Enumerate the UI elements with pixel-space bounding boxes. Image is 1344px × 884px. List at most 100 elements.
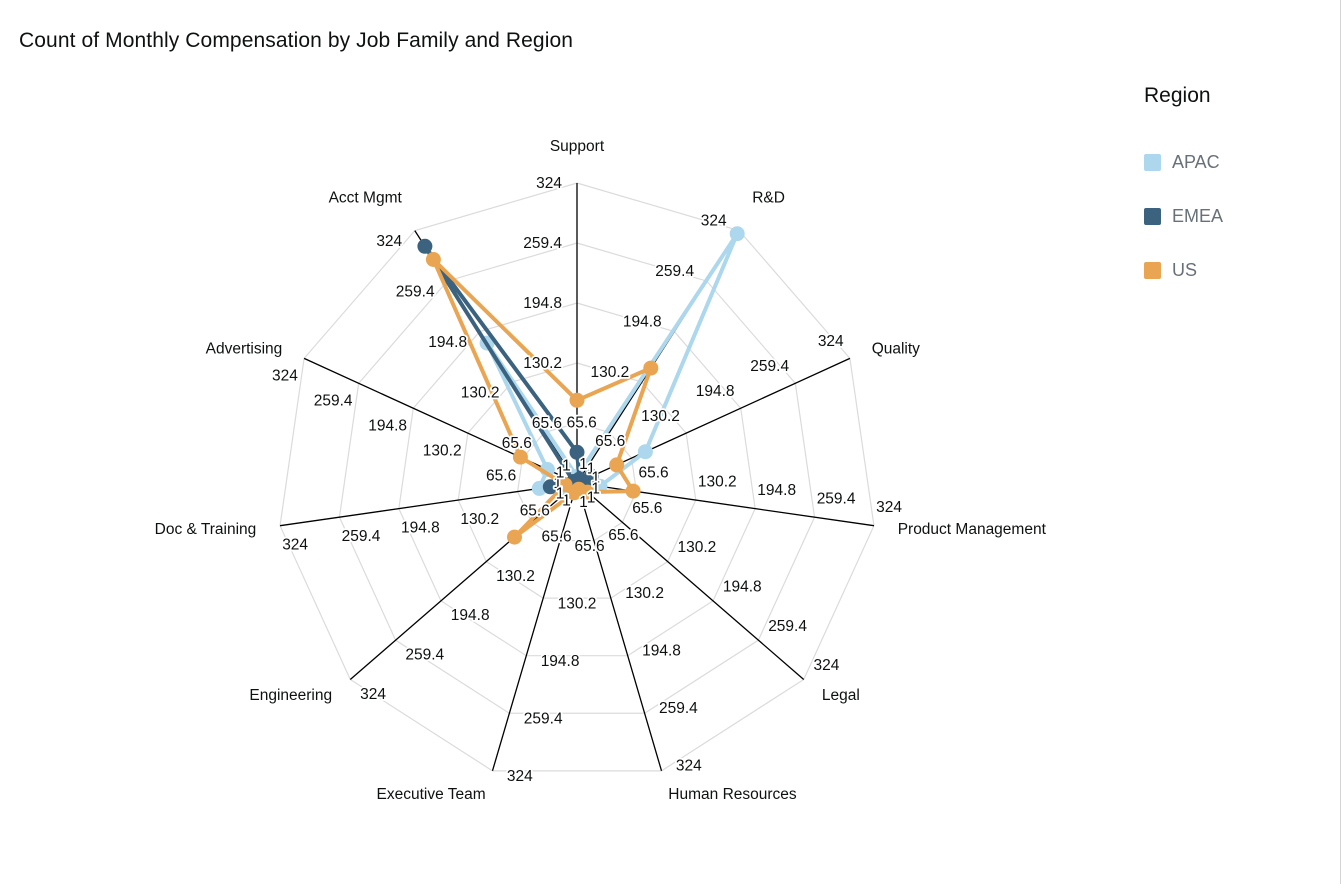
data-point-us-advertising[interactable] (512, 449, 528, 465)
axis-label-human-resources: Human Resources (668, 786, 797, 803)
grid-ring (398, 302, 756, 657)
tick-label-doc-training-0: 1 (579, 494, 588, 511)
tick-label-doc-training-3: 194.8 (401, 519, 440, 536)
tick-label-quality-1: 65.6 (595, 433, 625, 450)
tick-label-r-d-0: 1 (556, 465, 565, 482)
tick-label-advertising-1: 65.6 (486, 467, 516, 484)
tick-label-support-5: 324 (536, 175, 562, 192)
data-point-emea-support[interactable] (569, 444, 585, 460)
axis-line-executive-team (491, 482, 578, 772)
tick-label-engineering-0: 1 (587, 489, 596, 506)
tick-label-legal-3: 194.8 (723, 579, 762, 596)
legend-label: APAC (1172, 152, 1220, 172)
tick-label-product-management-0: 1 (579, 456, 588, 473)
tick-label-legal-0: 1 (587, 461, 596, 478)
tick-label-legal-5: 324 (814, 657, 840, 674)
data-point-us-acct-mgmt[interactable] (425, 252, 441, 267)
tick-label-engineering-4: 259.4 (405, 647, 444, 664)
tick-label-human-resources-0: 1 (591, 470, 600, 487)
tick-label-executive-team-3: 194.8 (541, 653, 580, 670)
tick-label-acct-mgmt-2: 130.2 (461, 384, 500, 401)
tick-label-human-resources-2: 130.2 (625, 585, 664, 602)
axis-label-support: Support (550, 138, 605, 155)
tick-label-quality-5: 324 (818, 333, 844, 350)
legend-title: Region (1144, 84, 1211, 107)
tick-label-support-3: 194.8 (523, 295, 562, 312)
legend-swatch-apac (1144, 154, 1161, 171)
data-point-us-doc-training[interactable] (557, 477, 573, 493)
axis-label-quality: Quality (872, 340, 920, 357)
data-point-emea-acct-mgmt[interactable] (417, 238, 433, 254)
legend-item-us[interactable]: US (1144, 260, 1334, 281)
tick-label-r-d-3: 194.8 (623, 313, 662, 330)
tick-label-acct-mgmt-5: 324 (376, 233, 402, 250)
data-point-us-product-management[interactable] (625, 483, 641, 499)
tick-label-human-resources-5: 324 (676, 758, 702, 775)
data-point-us-quality[interactable] (609, 457, 625, 473)
tick-label-advertising-3: 194.8 (368, 418, 407, 435)
tick-label-engineering-5: 324 (360, 686, 386, 703)
panel-right-border (1340, 0, 1341, 884)
tick-label-engineering-1: 65.6 (542, 529, 572, 546)
axis-label-legal: Legal (822, 687, 860, 704)
grid-ring (338, 242, 816, 714)
legend: Region APAC EMEA US (1144, 84, 1334, 314)
tick-label-executive-team-5: 324 (507, 768, 533, 785)
tick-label-legal-1: 65.6 (632, 500, 662, 517)
tick-label-r-d-2: 130.2 (591, 364, 630, 381)
legend-label: US (1172, 260, 1198, 280)
axis-label-doc-training: Doc & Training (155, 521, 257, 538)
data-point-us-support[interactable] (569, 392, 585, 408)
data-point-us-engineering[interactable] (507, 529, 522, 545)
tick-label-advertising-0: 1 (562, 492, 571, 509)
data-point-apac-doc-training[interactable] (531, 480, 547, 496)
tick-label-r-d-1: 65.6 (567, 414, 597, 431)
data-point-us-r-d[interactable] (643, 360, 659, 376)
tick-label-executive-team-2: 130.2 (558, 596, 597, 613)
data-point-emea-doc-training[interactable] (542, 479, 558, 495)
tick-label-r-d-4: 259.4 (655, 263, 694, 280)
tick-label-product-management-5: 324 (876, 499, 902, 516)
axis-label-r-d: R&D (752, 189, 785, 206)
tick-label-advertising-4: 259.4 (314, 393, 353, 410)
tick-label-executive-team-1: 65.6 (575, 538, 605, 555)
chart-title: Count of Monthly Compensation by Job Fam… (19, 29, 574, 52)
tick-label-support-1: 65.6 (532, 415, 562, 432)
tick-label-quality-3: 194.8 (696, 383, 735, 400)
tick-label-r-d-5: 324 (701, 212, 727, 229)
tick-label-advertising-5: 324 (272, 368, 298, 385)
data-point-apac-quality[interactable] (637, 444, 653, 460)
tick-label-quality-0: 1 (562, 458, 571, 475)
tick-label-support-0: 1 (553, 475, 562, 492)
legend-items: APAC EMEA US (1144, 152, 1334, 281)
legend-item-apac[interactable]: APAC (1144, 152, 1334, 173)
data-point-apac-r-d[interactable] (729, 226, 745, 242)
axis-label-engineering: Engineering (249, 687, 332, 704)
tick-label-doc-training-4: 259.4 (342, 528, 381, 545)
tick-label-product-management-3: 194.8 (757, 482, 796, 499)
axis-label-executive-team: Executive Team (377, 786, 486, 803)
tick-label-doc-training-2: 130.2 (460, 511, 499, 528)
tick-label-quality-4: 259.4 (750, 358, 789, 375)
grid-ring (457, 362, 697, 599)
tick-label-engineering-2: 130.2 (496, 568, 535, 585)
tick-label-human-resources-4: 259.4 (659, 700, 698, 717)
axis-label-advertising: Advertising (206, 340, 283, 357)
tick-label-executive-team-4: 259.4 (524, 711, 563, 728)
tick-label-support-4: 259.4 (523, 235, 562, 252)
grid-ring (279, 182, 875, 772)
tick-label-legal-2: 130.2 (678, 539, 717, 556)
axis-line-engineering (349, 482, 578, 680)
tick-label-advertising-2: 130.2 (423, 442, 462, 459)
tick-label-acct-mgmt-3: 194.8 (428, 334, 467, 351)
tick-label-product-management-4: 259.4 (817, 490, 856, 507)
tick-label-executive-team-0: 1 (591, 480, 600, 497)
legend-label: EMEA (1172, 206, 1224, 226)
tick-label-legal-4: 259.4 (768, 618, 807, 635)
legend-item-emea[interactable]: EMEA (1144, 206, 1334, 227)
axis-line-doc-training (279, 482, 578, 527)
tick-label-quality-2: 130.2 (641, 408, 680, 425)
tick-label-acct-mgmt-0: 1 (556, 485, 565, 502)
tick-label-human-resources-1: 65.6 (608, 527, 638, 544)
